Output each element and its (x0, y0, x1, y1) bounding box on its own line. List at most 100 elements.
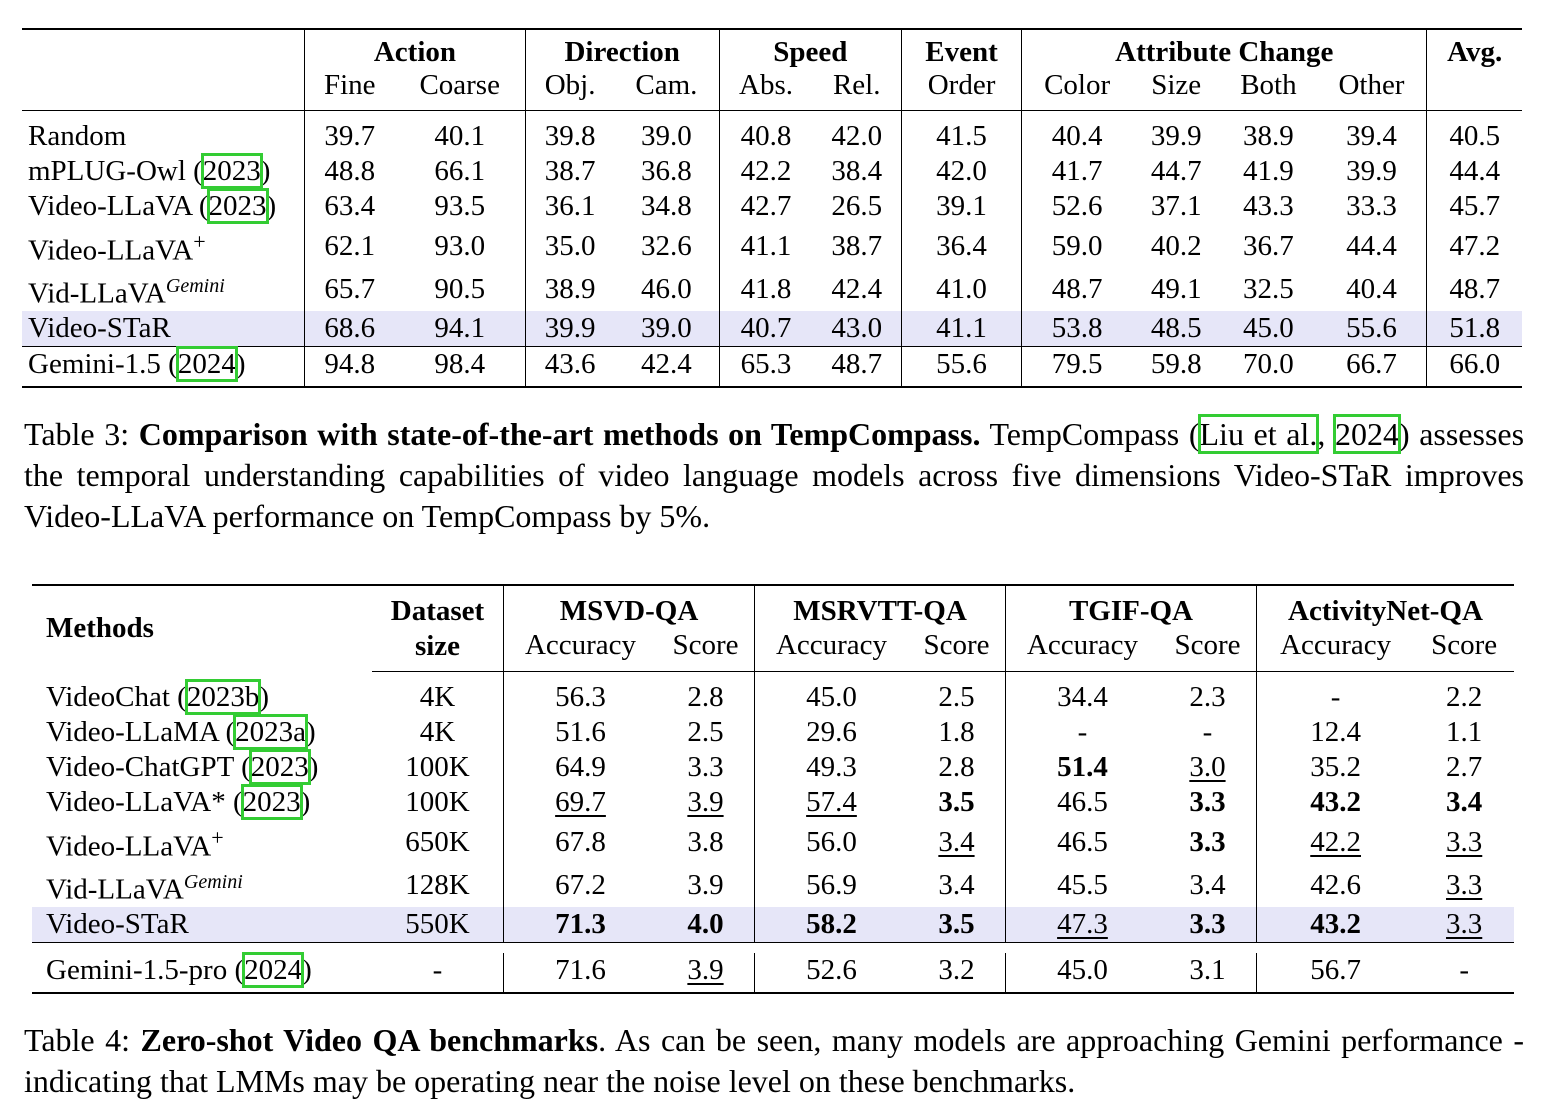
table-cell: 55.6 (1316, 311, 1427, 348)
dataset-size: 4K (419, 716, 456, 748)
caption-text: . As can be seen, many models are approa… (24, 1022, 1525, 1099)
t4-sub-accuracy: Accuracy (1255, 628, 1415, 672)
table-cell: 38.7 (524, 154, 615, 189)
score-value: 3.2 (938, 954, 975, 987)
caption-label: Table 4: (24, 1022, 141, 1058)
table-cell: 48.7 (1426, 268, 1522, 312)
table-cell: 45.0 (1004, 953, 1159, 994)
table-cell: 3.5 (908, 785, 1006, 820)
table-cell: 46.5 (1004, 820, 1159, 865)
table-cell: 44.4 (1346, 229, 1397, 262)
method-superscript: + (211, 825, 224, 850)
table-cell: 38.7 (831, 229, 883, 262)
table-cell: 3.3 (657, 750, 755, 785)
paren: ) (259, 680, 269, 713)
table-row: Vid-LLaVAGemini 65.7 90.5 38.9 46.0 41.8 42.4 4… (22, 268, 1522, 312)
table-cell: 3.3 (1159, 820, 1257, 865)
score-value: 2.8 (687, 681, 724, 713)
score-value: 3.3 (1189, 825, 1226, 858)
table-cell: 39.0 (641, 120, 692, 152)
table-cell: 2.2 (1414, 672, 1514, 716)
citation-link[interactable]: 2024 (1332, 414, 1401, 454)
table-cell: 41.8 (718, 268, 813, 312)
table-cell: 43.0 (812, 311, 902, 348)
accuracy-value: 45.0 (1057, 954, 1108, 987)
table-4-caption: Table 4: Zero-shot Video QA benchmarks. … (24, 1020, 1524, 1102)
t4-sub-score: Score (1414, 628, 1514, 672)
method-name: Video-LLaVA (46, 830, 212, 863)
citation-link[interactable]: Liu et al. (1197, 414, 1320, 454)
accuracy-value: 64.9 (555, 751, 606, 783)
table-cell: 71.6 (503, 953, 657, 994)
dataset-size: 128K (405, 869, 470, 902)
row-label: Vid-LLaVAGemini (32, 865, 372, 908)
citation-link[interactable]: 2023 (248, 749, 311, 785)
table-cell: 3.3 (1414, 865, 1514, 908)
table-cell: 39.0 (614, 311, 720, 348)
t4-sub-accuracy: Accuracy (503, 628, 657, 672)
accuracy-value: 52.6 (806, 954, 857, 987)
table-cell: 2.5 (657, 715, 755, 750)
method-superscript: Gemini (183, 870, 243, 893)
table-cell: 65.3 (718, 346, 813, 388)
table-cell: 46.5 (1004, 785, 1159, 820)
dataset-size: 100K (405, 786, 470, 818)
row-label: Gemini-1.5 (2024) (22, 346, 305, 388)
citation-link[interactable]: 2023a (233, 714, 308, 750)
table-cell: 47.3 (1004, 907, 1159, 943)
table-cell: - (1159, 715, 1257, 750)
t3-sub: Obj. (524, 68, 615, 111)
t3-group-avg: Avg. (1426, 29, 1522, 68)
table-cell: 44.7 (1150, 155, 1202, 187)
accuracy-value: 57.4 (806, 786, 857, 818)
t3-sub: Other (1316, 68, 1427, 111)
table-cell: 34.4 (1004, 671, 1159, 715)
table-cell: 36.7 (1243, 229, 1294, 262)
method-name: Video-LLaVA (28, 234, 194, 267)
score-value: 3.9 (687, 954, 724, 987)
score-value: 3.3 (1446, 825, 1483, 858)
citation-link[interactable]: 2023 (206, 188, 269, 224)
table-cell: 36.8 (641, 155, 692, 187)
table-cell: 43.3 (1243, 190, 1294, 222)
score-value: - (1202, 716, 1213, 748)
table-cell: 40.1 (434, 120, 486, 152)
table-cell: 52.6 (1021, 189, 1133, 224)
table-cell: 41.1 (900, 311, 1022, 348)
accuracy-value: 51.6 (555, 716, 606, 748)
table-cell: 4.0 (656, 907, 755, 943)
t3-group-action: Action (304, 29, 526, 68)
t3-group-attribute: Attribute Change (1021, 29, 1427, 68)
table-cell: 41.7 (1021, 154, 1133, 189)
table-cell: 36.4 (900, 224, 1022, 269)
table-cell: 52.6 (753, 953, 908, 994)
paren: ) (302, 954, 312, 987)
table-cell: 42.6 (1255, 864, 1415, 908)
table-cell: 2.8 (908, 750, 1006, 785)
table-cell: 3.2 (908, 953, 1006, 993)
accuracy-value: - (1077, 716, 1088, 748)
table-cell: 3.3 (1159, 785, 1257, 820)
table-cell: 2.3 (1159, 672, 1257, 716)
table-cell: 46.0 (641, 273, 692, 306)
citation-link[interactable]: 2024 (175, 346, 238, 383)
t4-sub-score: Score (1158, 628, 1257, 672)
t3-sub: Rel. (812, 68, 902, 111)
citation-link[interactable]: 2023 (200, 153, 263, 189)
accuracy-value: 69.7 (555, 786, 606, 818)
table-cell: 2.8 (657, 672, 755, 716)
method-name: Video-STaR (28, 312, 171, 345)
citation-link[interactable]: 2023b (184, 678, 262, 715)
table-cell: 49.3 (753, 750, 908, 785)
citation-link[interactable]: 2023 (240, 784, 303, 820)
accuracy-value: 49.3 (806, 751, 857, 783)
accuracy-value: 45.5 (1057, 869, 1108, 902)
table-cell: 2.7 (1414, 750, 1514, 785)
table-cell: 37.1 (1150, 190, 1202, 222)
citation-link[interactable]: 2024 (242, 952, 305, 989)
method-name: Gemini-1.5 ( (28, 348, 178, 381)
table-row: Vid-LLaVAGemini 128K 67.2 3.9 56.9 3.4 45.5 3.4… (32, 864, 1514, 908)
score-value: 2.7 (1446, 751, 1483, 783)
table-cell: 39.8 (524, 110, 615, 154)
table-cell: 38.4 (831, 155, 883, 187)
